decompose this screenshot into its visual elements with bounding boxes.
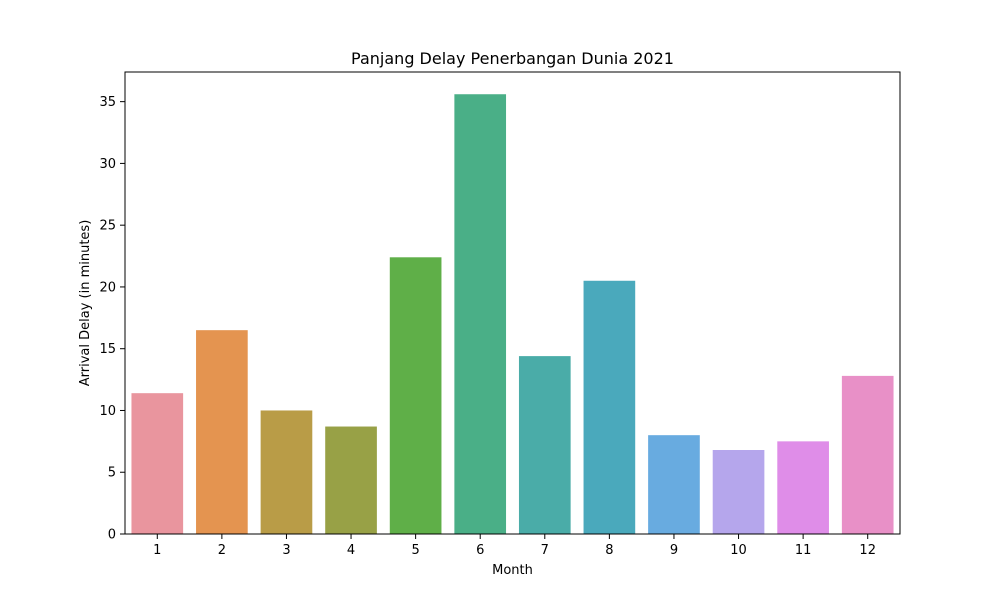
x-tick-label: 11 — [795, 543, 812, 558]
x-tick-label: 8 — [605, 543, 613, 558]
x-tick-label: 4 — [347, 543, 355, 558]
bar-month-4 — [325, 426, 377, 534]
y-axis: 0 5 10 15 20 25 30 35 — [99, 95, 125, 543]
y-tick-label: 0 — [108, 528, 116, 543]
bar-month-11 — [777, 441, 829, 534]
x-tick-label: 9 — [670, 543, 678, 558]
y-tick-label: 30 — [99, 157, 116, 172]
bar-month-1 — [131, 393, 184, 534]
y-tick-label: 35 — [99, 95, 116, 110]
bar-month-6 — [454, 94, 507, 534]
bar-month-12 — [841, 375, 894, 534]
bars-group — [131, 94, 894, 534]
bar-month-2 — [196, 330, 248, 534]
y-axis-label: Arrival Delay (in minutes) — [78, 220, 93, 387]
x-tick-label: 6 — [476, 543, 484, 558]
x-tick-label: 2 — [218, 543, 226, 558]
bar-month-3 — [260, 410, 313, 534]
x-axis-label: Month — [492, 563, 533, 578]
bar-month-10 — [712, 450, 765, 534]
bar-month-9 — [648, 435, 700, 534]
bar-month-8 — [583, 280, 636, 534]
bar-month-5 — [389, 257, 442, 534]
chart-title: Panjang Delay Penerbangan Dunia 2021 — [351, 49, 674, 68]
x-tick-label: 10 — [730, 543, 747, 558]
x-tick-label: 7 — [541, 543, 549, 558]
y-tick-label: 15 — [99, 342, 116, 357]
y-tick-label: 5 — [108, 466, 116, 481]
y-tick-label: 20 — [99, 280, 116, 295]
y-tick-label: 25 — [99, 219, 116, 234]
x-axis: 1 2 3 4 5 6 7 8 9 10 11 12 — [153, 534, 876, 558]
plot-frame — [124, 71, 901, 535]
x-tick-label: 12 — [859, 543, 876, 558]
bar-month-7 — [518, 356, 571, 534]
y-tick-label: 10 — [99, 404, 116, 419]
x-tick-label: 1 — [153, 543, 161, 558]
x-tick-label: 3 — [282, 543, 290, 558]
x-tick-label: 5 — [411, 543, 419, 558]
